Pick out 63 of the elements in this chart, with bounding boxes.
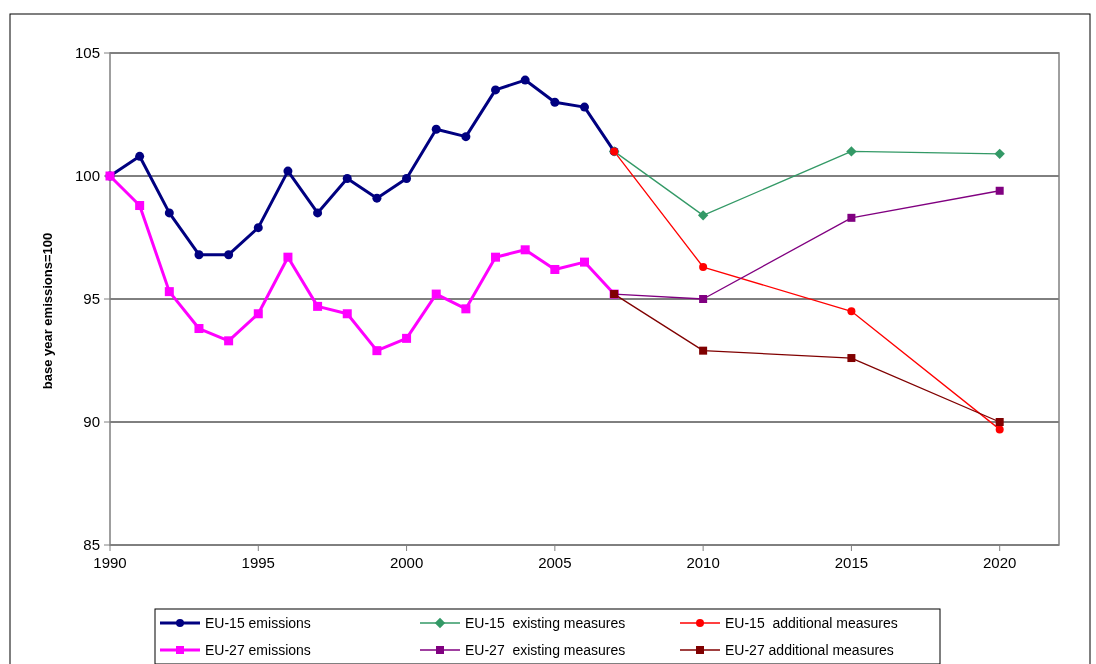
point [580, 257, 589, 267]
point [313, 208, 323, 218]
point [431, 289, 441, 299]
point [342, 309, 352, 319]
point [550, 264, 560, 274]
x-tick-label: 2010 [686, 554, 720, 571]
point [402, 333, 412, 343]
point [224, 336, 234, 346]
legend-label: EU-27 additional measures [725, 641, 894, 658]
point [994, 148, 1005, 160]
point [283, 166, 293, 176]
point [194, 250, 204, 260]
x-tick-label: 2005 [538, 554, 572, 571]
point [520, 75, 530, 85]
x-tick-label: 2015 [834, 554, 869, 571]
point [224, 250, 234, 260]
point [491, 252, 501, 262]
legend-label: EU-15 emissions [205, 614, 311, 631]
point [847, 354, 856, 363]
point [995, 186, 1004, 195]
y-tick-label: 85 [83, 536, 100, 554]
x-tick-label: 1990 [93, 554, 127, 571]
point [491, 85, 501, 95]
y-tick-label: 105 [74, 44, 100, 62]
point [283, 252, 293, 262]
x-tick-label: 2000 [389, 554, 424, 571]
point [164, 287, 174, 297]
point [995, 425, 1004, 434]
point [372, 346, 382, 356]
legend-label: EU-27 emissions [205, 641, 311, 658]
point [847, 213, 856, 222]
point [372, 193, 382, 203]
point [402, 173, 412, 183]
point [995, 418, 1004, 426]
point [253, 223, 263, 233]
point [194, 324, 204, 334]
legend-label: EU-15 existing measures [465, 614, 626, 631]
point [431, 124, 441, 134]
point [550, 97, 560, 107]
point [461, 304, 471, 314]
point [699, 263, 708, 272]
point [342, 173, 352, 183]
point [135, 201, 145, 211]
point [699, 295, 708, 303]
point [461, 132, 471, 142]
y-tick-label: 100 [74, 167, 100, 185]
point [520, 245, 530, 255]
y-axis-title: base year emissions=100 [40, 232, 55, 390]
point [846, 146, 857, 157]
point [164, 208, 174, 218]
point [253, 309, 263, 319]
point [699, 346, 708, 355]
x-tick-label: 1995 [241, 554, 275, 571]
point [847, 307, 856, 316]
point [313, 301, 323, 311]
legend-label: EU-15 additional measures [725, 614, 898, 631]
y-tick-label: 95 [83, 290, 100, 308]
point [580, 102, 589, 112]
point [697, 210, 709, 221]
x-tick-label: 2020 [983, 554, 1017, 571]
y-tick-label: 90 [83, 413, 100, 431]
point [135, 151, 145, 161]
legend-label: EU-27 existing measures [465, 641, 626, 658]
